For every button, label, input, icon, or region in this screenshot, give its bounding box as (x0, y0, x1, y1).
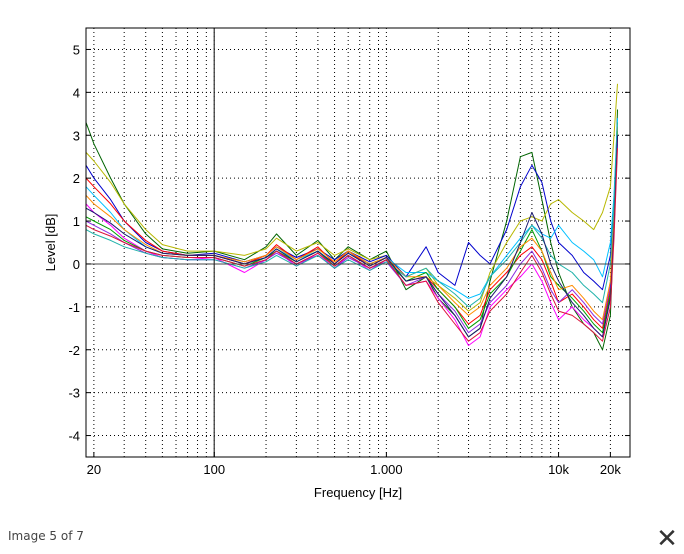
x-axis-label: Frequency [Hz] (314, 485, 402, 500)
y-tick-label: 0 (73, 257, 80, 272)
series-line-10 (85, 122, 618, 308)
y-tick-label: 2 (73, 171, 80, 186)
axis-ticks: 20 100 1.000 10k 20k 5 4 3 2 1 0 -1 -2 -3 -4 (68, 42, 630, 477)
x-tick-label: 1.000 (370, 462, 403, 477)
series-line-12 (85, 148, 618, 342)
series-lines (85, 83, 618, 351)
series-line-2 (85, 83, 618, 312)
series-line-6 (85, 135, 618, 329)
y-tick-label: 1 (73, 214, 80, 229)
series-line-8 (85, 143, 618, 334)
y-tick-label: -3 (68, 386, 80, 401)
close-icon[interactable]: ✕ (656, 524, 678, 554)
plot-frame (85, 27, 631, 458)
y-axis-label: Level [dB] (43, 214, 58, 272)
series-line-1 (85, 109, 618, 351)
x-tick-label: 20 (87, 462, 101, 477)
grid-lines (86, 28, 630, 457)
x-tick-label: 20k (600, 462, 621, 477)
frequency-response-chart: 20 100 1.000 10k 20k 5 4 3 2 1 0 -1 -2 -3 -4 Frequency… (43, 27, 631, 500)
y-tick-label: -4 (68, 429, 80, 444)
image-counter-caption: Image 5 of 7 (8, 529, 84, 543)
y-tick-label: -2 (68, 343, 80, 358)
x-tick-label: 100 (203, 462, 225, 477)
y-tick-label: -1 (68, 300, 80, 315)
series-line-7 (85, 130, 618, 334)
series-line-4 (85, 118, 618, 299)
y-tick-label: 3 (73, 128, 80, 143)
y-tick-label: 5 (73, 42, 80, 57)
series-line-11 (85, 135, 618, 338)
y-tick-label: 4 (73, 85, 80, 100)
zero-reference-line (86, 28, 630, 457)
x-tick-label: 10k (548, 462, 569, 477)
series-line-9 (85, 126, 618, 321)
